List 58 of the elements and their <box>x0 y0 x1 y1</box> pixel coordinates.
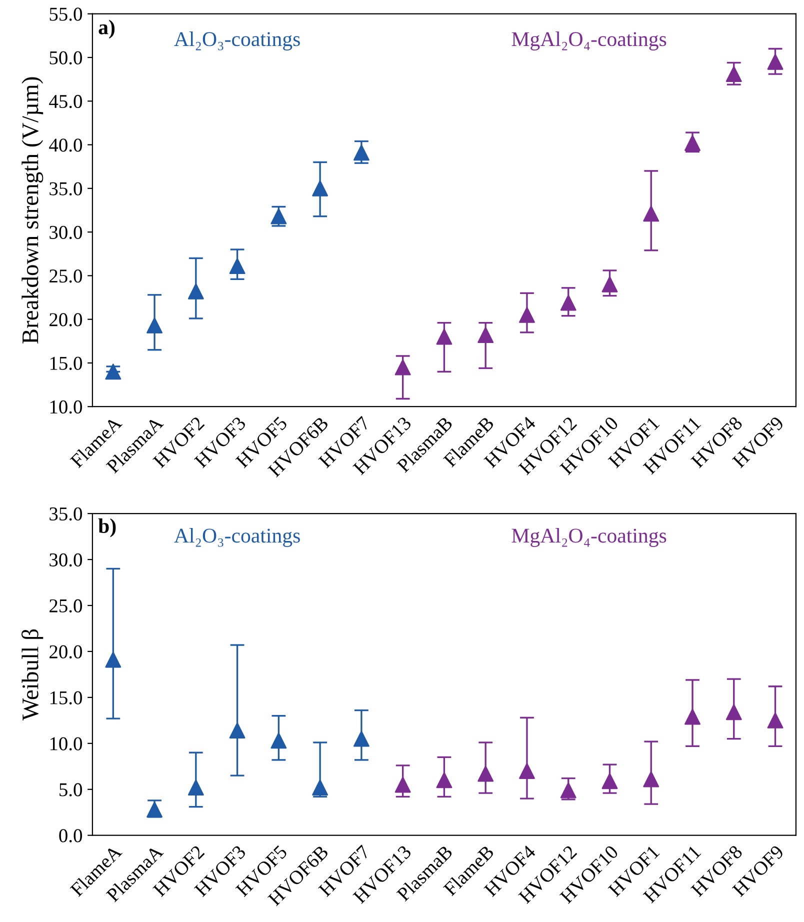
point <box>394 359 411 376</box>
y-tick-label: 30.0 <box>50 553 82 567</box>
y-tick-label: 10.0 <box>50 400 82 414</box>
point <box>478 327 494 344</box>
y-tick-label: 5.0 <box>60 783 82 796</box>
annotation: b) <box>98 518 116 538</box>
y-tick-label: 25.0 <box>50 599 82 613</box>
text: MgAl₂O₄-coatings <box>512 528 666 547</box>
text: Al₂O₃-coatings <box>174 32 300 50</box>
point <box>105 364 122 380</box>
y-tick-label: 30.0 <box>50 226 82 240</box>
point <box>684 135 700 151</box>
point <box>436 328 452 345</box>
point <box>188 780 204 796</box>
y-tick-label: 55.0 <box>50 8 82 21</box>
text: Al₂O₃-coatings <box>174 528 300 547</box>
point <box>353 730 370 747</box>
point <box>726 704 742 720</box>
point <box>684 708 700 725</box>
point <box>270 732 287 749</box>
point <box>602 276 618 292</box>
y-axis-title: Weibull β <box>22 629 44 720</box>
y-tick-label: 40.0 <box>49 138 82 152</box>
y-tick-label: 25.0 <box>50 269 82 283</box>
point <box>478 766 494 782</box>
point <box>312 180 328 196</box>
y-tick-label: 20.0 <box>50 645 82 658</box>
point <box>643 771 660 788</box>
point <box>560 782 576 798</box>
y-tick-label: 15.0 <box>50 691 82 704</box>
y-tick-label: 35.0 <box>50 182 82 196</box>
y-tick-label: 50.0 <box>50 51 82 64</box>
y-tick-label: 10.0 <box>50 737 82 750</box>
point <box>105 652 122 668</box>
y-tick-label: 20.0 <box>50 313 82 326</box>
point <box>518 306 535 323</box>
text: MgAl₂O₄-coatings <box>512 32 666 50</box>
point <box>312 780 328 796</box>
y-axis-title: Breakdown strength (V/µm) <box>22 77 44 344</box>
point <box>188 283 204 300</box>
point <box>767 712 784 728</box>
point <box>726 66 742 82</box>
point <box>560 294 576 311</box>
point <box>394 776 411 793</box>
y-tick-label: 15.0 <box>50 356 82 370</box>
y-tick-label: 35.0 <box>50 507 82 521</box>
point <box>229 722 246 738</box>
point <box>436 772 452 788</box>
y-tick-label: 45.0 <box>49 94 82 108</box>
y-tick-label: 0.0 <box>59 829 82 842</box>
point <box>643 206 660 222</box>
point <box>602 773 618 790</box>
point <box>353 144 370 161</box>
point <box>518 763 535 779</box>
point <box>229 258 246 274</box>
point <box>146 317 163 334</box>
annotation: a) <box>98 20 115 39</box>
point <box>767 54 784 70</box>
